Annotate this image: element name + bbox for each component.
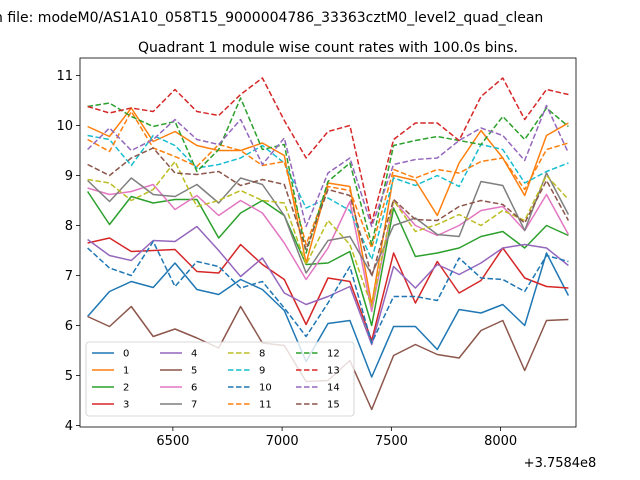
legend-label-1: 1 [123, 366, 129, 377]
legend-label-6: 6 [191, 383, 197, 394]
chart-title: Quadrant 1 module wise count rates with … [138, 40, 518, 56]
legend-label-15: 15 [327, 400, 340, 411]
series-line-13 [87, 77, 569, 224]
legend-label-5: 5 [191, 366, 197, 377]
y-tick-label-4: 4 [65, 419, 73, 434]
series-line-11 [87, 110, 569, 249]
x-axis-offset-label: +3.7584e8 [524, 456, 597, 471]
y-tick-label-5: 5 [65, 369, 73, 384]
legend-label-12: 12 [327, 349, 340, 360]
series-line-9 [87, 134, 569, 261]
x-tick-label-8000: 8000 [484, 434, 517, 449]
y-tick-label-10: 10 [56, 119, 73, 134]
figure-suptitle: n file: modeM0/AS1A10_058T15_9000004786_… [0, 10, 543, 26]
legend-label-8: 8 [259, 349, 265, 360]
legend-label-9: 9 [259, 366, 265, 377]
series-line-0 [87, 252, 570, 378]
axes-frame [79, 57, 577, 428]
legend-label-2: 2 [123, 383, 129, 394]
series-line-3 [87, 237, 569, 342]
legend-label-0: 0 [123, 349, 129, 360]
y-tick-label-7: 7 [65, 269, 73, 284]
series-line-6 [87, 183, 570, 313]
legend-label-4: 4 [191, 349, 197, 360]
y-tick-label-6: 6 [65, 319, 73, 334]
legend-label-14: 14 [327, 383, 340, 394]
series-line-12 [87, 97, 569, 254]
plot-area: 6500 7000 7500 8000456789101101234567891011… [56, 57, 577, 449]
y-tick-label-8: 8 [65, 219, 73, 234]
x-tick-label-7000: 7000 [266, 434, 299, 449]
x-tick-label-6500: 6500 [156, 434, 189, 449]
legend-box [85, 341, 355, 417]
legend-label-11: 11 [259, 400, 272, 411]
legend-label-10: 10 [259, 383, 272, 394]
series-line-7 [87, 172, 570, 276]
series-line-14 [87, 104, 570, 228]
series-line-4 [87, 225, 569, 346]
series-line-10 [87, 240, 569, 344]
legend-label-13: 13 [327, 366, 340, 377]
legend-label-3: 3 [123, 400, 129, 411]
series-line-15 [87, 147, 570, 278]
series-line-8 [87, 160, 569, 308]
legend-label-7: 7 [191, 400, 197, 411]
y-tick-label-9: 9 [65, 169, 73, 184]
y-tick-label-11: 11 [56, 69, 73, 84]
x-tick-label-7500: 7500 [375, 434, 408, 449]
